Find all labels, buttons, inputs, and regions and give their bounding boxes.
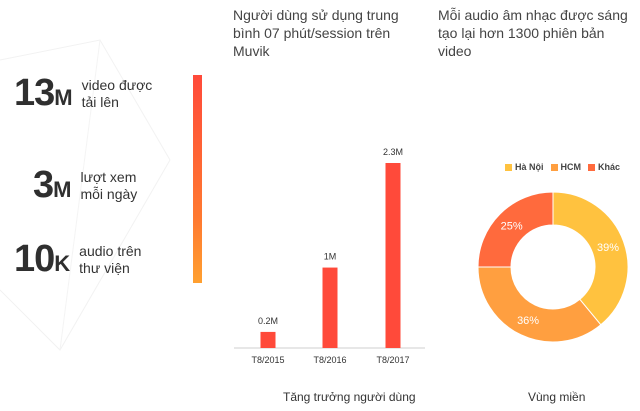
stat-audio: 10K audio trên thư viện (14, 238, 141, 281)
stat-views: 3M lượt xem mỗi ngày (33, 164, 137, 207)
stat-views-value: 3M (33, 164, 71, 206)
stat-videos-label: video được tải lên (81, 76, 153, 110)
slice-data-label: 36% (517, 315, 539, 327)
slice-data-label: 25% (501, 221, 523, 233)
x-tick-label: T8/2017 (376, 355, 409, 365)
bar (385, 163, 401, 348)
x-tick-label: T8/2015 (251, 355, 284, 365)
accent-divider (193, 75, 202, 283)
bar-data-label: 2.3M (383, 147, 403, 157)
donut-legend: Hà Nội HCM Khác (505, 162, 627, 172)
bar-data-label: 0.2M (258, 316, 278, 326)
legend-item-hanoi: Hà Nội (505, 162, 544, 172)
legend-item-other: Khác (588, 162, 620, 172)
legend-swatch (588, 163, 596, 171)
stat-audio-value: 10K (14, 238, 70, 280)
donut-slice (477, 266, 602, 343)
stat-audio-label: audio trên thư viện (79, 242, 142, 276)
donut-chart-title: Vùng miền (528, 390, 586, 404)
donut-slice (552, 191, 629, 326)
bar-data-label: 1M (324, 252, 337, 262)
bar-chart-title: Tăng trưởng người dùng (283, 390, 416, 404)
donut-slice (477, 191, 554, 268)
legend-item-hcm: HCM (550, 162, 581, 172)
donut-chart-heading: Mỗi audio âm nhạc được sáng tạo lại hơn … (438, 7, 628, 59)
stat-videos-value: 13M (14, 72, 73, 114)
legend-swatch (505, 163, 512, 171)
legend-swatch (550, 163, 558, 171)
bar (322, 267, 338, 348)
bar (260, 331, 276, 348)
stat-views-label: lượt xem mỗi ngày (80, 168, 138, 202)
stat-videos: 13M video được tải lên (14, 72, 152, 115)
slice-data-label: 39% (597, 242, 619, 254)
bar-chart-heading: Người dùng sử dụng trung bình 07 phút/se… (233, 7, 399, 59)
x-tick-label: T8/2016 (313, 355, 346, 365)
